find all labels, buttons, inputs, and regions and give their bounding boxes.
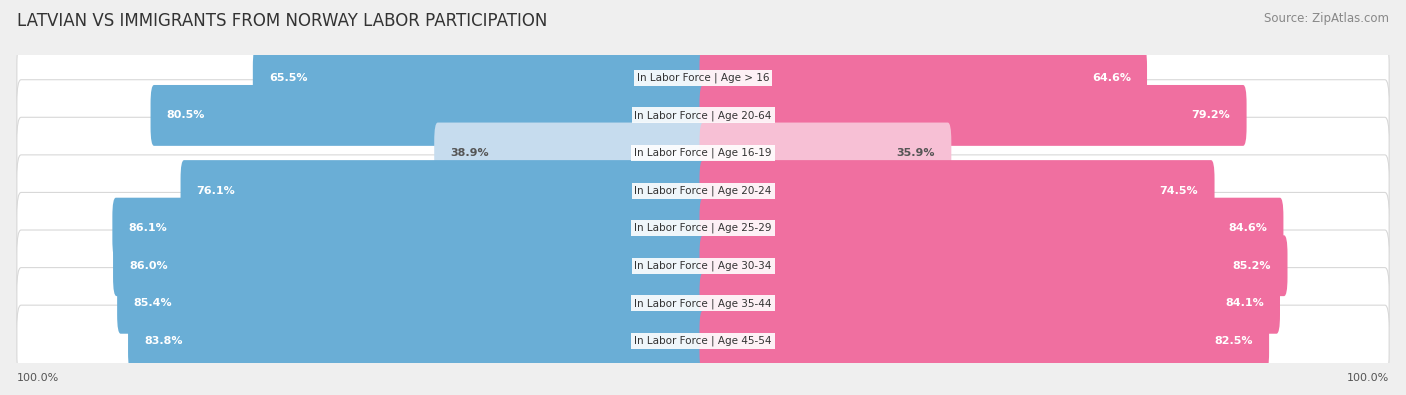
FancyBboxPatch shape (700, 235, 1288, 296)
Text: 38.9%: 38.9% (450, 148, 489, 158)
Text: 76.1%: 76.1% (197, 186, 235, 196)
Text: 85.2%: 85.2% (1233, 261, 1271, 271)
Text: 84.6%: 84.6% (1229, 223, 1267, 233)
Text: 85.4%: 85.4% (134, 298, 172, 308)
Text: 82.5%: 82.5% (1215, 336, 1253, 346)
FancyBboxPatch shape (112, 235, 707, 296)
FancyBboxPatch shape (17, 192, 1389, 264)
FancyBboxPatch shape (17, 267, 1389, 339)
Text: 86.0%: 86.0% (129, 261, 167, 271)
FancyBboxPatch shape (700, 198, 1284, 259)
Text: In Labor Force | Age 35-44: In Labor Force | Age 35-44 (634, 298, 772, 308)
FancyBboxPatch shape (112, 198, 707, 259)
FancyBboxPatch shape (700, 273, 1279, 334)
FancyBboxPatch shape (17, 305, 1389, 376)
Text: 79.2%: 79.2% (1192, 111, 1230, 120)
FancyBboxPatch shape (17, 155, 1389, 226)
FancyBboxPatch shape (150, 85, 707, 146)
Text: 100.0%: 100.0% (17, 373, 59, 383)
FancyBboxPatch shape (700, 122, 952, 183)
FancyBboxPatch shape (17, 80, 1389, 151)
Text: 84.1%: 84.1% (1225, 298, 1264, 308)
FancyBboxPatch shape (180, 160, 707, 221)
Text: In Labor Force | Age 20-64: In Labor Force | Age 20-64 (634, 110, 772, 120)
Text: 64.6%: 64.6% (1092, 73, 1130, 83)
Text: 74.5%: 74.5% (1160, 186, 1198, 196)
Text: In Labor Force | Age > 16: In Labor Force | Age > 16 (637, 73, 769, 83)
FancyBboxPatch shape (700, 85, 1247, 146)
Text: In Labor Force | Age 20-24: In Labor Force | Age 20-24 (634, 185, 772, 196)
Text: 65.5%: 65.5% (269, 73, 308, 83)
FancyBboxPatch shape (128, 310, 707, 371)
FancyBboxPatch shape (700, 160, 1215, 221)
FancyBboxPatch shape (17, 42, 1389, 113)
FancyBboxPatch shape (17, 230, 1389, 301)
FancyBboxPatch shape (117, 273, 707, 334)
Text: In Labor Force | Age 45-54: In Labor Force | Age 45-54 (634, 336, 772, 346)
Text: 83.8%: 83.8% (145, 336, 183, 346)
FancyBboxPatch shape (17, 117, 1389, 189)
FancyBboxPatch shape (700, 310, 1270, 371)
Text: In Labor Force | Age 16-19: In Labor Force | Age 16-19 (634, 148, 772, 158)
FancyBboxPatch shape (700, 47, 1147, 108)
Text: In Labor Force | Age 25-29: In Labor Force | Age 25-29 (634, 223, 772, 233)
Text: 86.1%: 86.1% (128, 223, 167, 233)
Text: Source: ZipAtlas.com: Source: ZipAtlas.com (1264, 12, 1389, 25)
Text: 35.9%: 35.9% (897, 148, 935, 158)
FancyBboxPatch shape (434, 122, 707, 183)
Text: 80.5%: 80.5% (167, 111, 205, 120)
Text: In Labor Force | Age 30-34: In Labor Force | Age 30-34 (634, 260, 772, 271)
Text: LATVIAN VS IMMIGRANTS FROM NORWAY LABOR PARTICIPATION: LATVIAN VS IMMIGRANTS FROM NORWAY LABOR … (17, 12, 547, 30)
Text: 100.0%: 100.0% (1347, 373, 1389, 383)
FancyBboxPatch shape (253, 47, 707, 108)
